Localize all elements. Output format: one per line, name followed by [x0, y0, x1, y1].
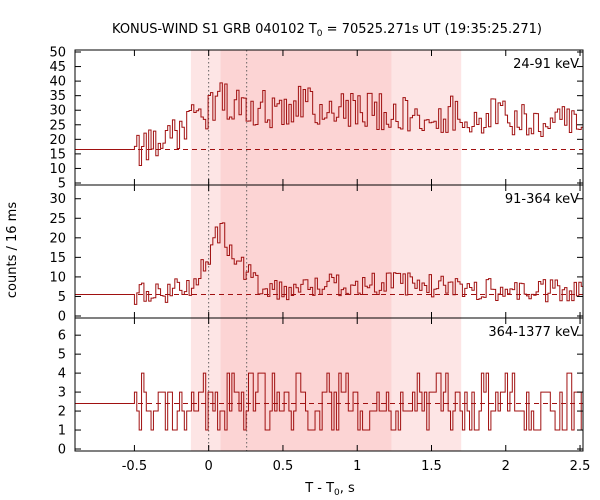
x-tick-label-1: 0: [205, 459, 213, 474]
y-tick-label-1-3: 20: [49, 133, 66, 148]
x-tick-label-6: 2.5: [570, 459, 591, 474]
y-tick-label-1-2: 15: [49, 147, 66, 162]
panel-2: 0 5 10 15 20 25 30 91-364 keV: [49, 184, 584, 325]
x-tick-label-4: 1.5: [421, 459, 442, 474]
chart-title-prefix: KONUS-WIND S1 GRB 040102 T: [112, 22, 317, 37]
y-axis-label: counts / 16 ms: [5, 202, 20, 298]
y-tick-label-1-9: 50: [49, 46, 66, 61]
chart-title: KONUS-WIND S1 GRB 040102 T0 = 70525.271s…: [112, 22, 542, 39]
panel-3: 0 1 2 3 4 5 6 364-1377 keV: [58, 317, 584, 458]
light-curve-1: [75, 82, 583, 166]
y-tick-label-1-4: 25: [49, 118, 66, 133]
y-tick-label-3-6: 6: [58, 329, 66, 344]
energy-band-label-3: 364-1377 keV: [488, 325, 579, 340]
y-tick-label-3-0: 0: [58, 443, 66, 458]
x-tick-label-5: 2: [502, 459, 510, 474]
x-tick-label-2: 0.5: [273, 459, 294, 474]
energy-band-label-2: 91-364 keV: [505, 192, 579, 207]
x-axis-label: T - T0, s: [304, 481, 355, 498]
y-tick-label-2-1: 5: [58, 290, 66, 305]
y-tick-label-1-1: 10: [49, 162, 66, 177]
panel-frame-3: [74, 317, 584, 452]
y-tick-label-3-4: 4: [58, 367, 66, 382]
x-axis-label-sub: 0: [334, 488, 340, 498]
y-tick-label-3-2: 2: [58, 405, 66, 420]
y-tick-label-1-7: 40: [49, 75, 66, 90]
chart-title-sub: 0: [317, 29, 323, 39]
y-tick-label-2-6: 30: [49, 192, 66, 207]
y-tick-label-1-0: 5: [58, 177, 66, 192]
y-tick-label-3-3: 3: [58, 386, 66, 401]
x-tick-label-0: -0.5: [122, 459, 147, 474]
y-tick-label-2-4: 20: [49, 231, 66, 246]
light-curve-3: [75, 372, 583, 431]
x-tick-label-3: 1: [353, 459, 361, 474]
y-tick-label-2-5: 25: [49, 212, 66, 227]
x-axis-label-suffix: , s: [340, 481, 355, 496]
y-tick-label-2-2: 10: [49, 270, 66, 285]
y-tick-label-1-5: 30: [49, 104, 66, 119]
energy-band-label-1: 24-91 keV: [513, 57, 579, 72]
chart-title-suffix: = 70525.271s UT (19:35:25.271): [323, 22, 542, 37]
y-tick-label-1-8: 45: [49, 60, 66, 75]
y-tick-label-3-1: 1: [58, 424, 66, 439]
y-tick-label-3-5: 5: [58, 348, 66, 363]
x-axis-label-prefix: T - T: [304, 481, 334, 496]
y-tick-label-1-6: 35: [49, 89, 66, 104]
y-tick-label-2-0: 0: [58, 310, 66, 325]
y-tick-label-2-3: 15: [49, 251, 66, 266]
